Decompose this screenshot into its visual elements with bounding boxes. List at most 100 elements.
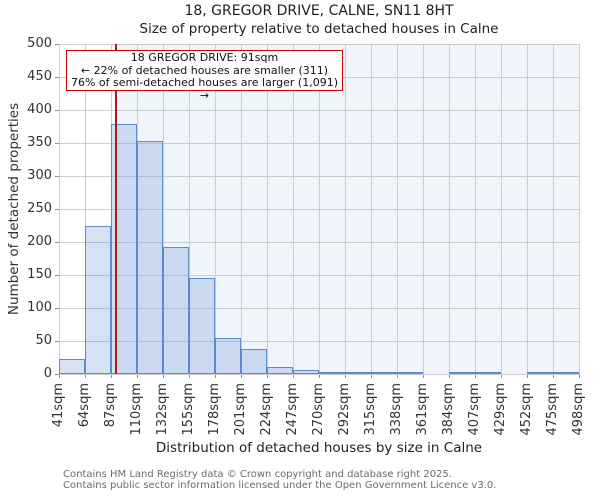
x-tick-label: 384sqm	[441, 383, 456, 436]
footer-attribution-1: Contains HM Land Registry data © Crown c…	[63, 469, 452, 480]
x-tick-label: 429sqm	[493, 383, 508, 436]
y-tick-label: 450	[27, 69, 52, 84]
y-tick-label: 50	[35, 333, 52, 348]
grid-line-vertical	[448, 44, 450, 374]
y-tick-mark	[54, 43, 59, 45]
histogram-bar	[345, 372, 371, 374]
x-tick-label: 452sqm	[519, 383, 534, 436]
x-tick-label: 155sqm	[181, 383, 196, 436]
grid-line-vertical	[552, 44, 554, 374]
x-tick-label: 224sqm	[259, 383, 274, 436]
x-tick-mark	[292, 374, 294, 378]
grid-line-vertical	[526, 44, 528, 374]
y-tick-label: 500	[27, 36, 52, 51]
x-tick-mark	[240, 374, 242, 378]
x-axis-label: Distribution of detached houses by size …	[155, 440, 483, 456]
histogram-bar	[267, 367, 293, 374]
footer-attribution-2: Contains public sector information licen…	[63, 479, 497, 491]
x-tick-mark	[136, 374, 138, 378]
annotation-line-1: 18 GREGOR DRIVE: 91sqm	[130, 51, 279, 64]
y-tick-mark	[54, 373, 59, 375]
x-tick-mark	[448, 374, 450, 378]
x-tick-mark	[396, 374, 398, 378]
grid-line-horizontal	[59, 373, 579, 375]
x-tick-mark	[474, 374, 476, 378]
plot-area: 18 GREGOR DRIVE: 91sqm ← 22% of detached…	[58, 43, 580, 375]
histogram-bar	[293, 370, 319, 374]
y-tick-mark	[54, 208, 59, 210]
grid-line-vertical	[266, 44, 268, 374]
histogram-bar	[449, 372, 475, 374]
x-tick-mark	[344, 374, 346, 378]
grid-line-vertical	[188, 44, 190, 374]
property-size-marker-line	[115, 44, 117, 374]
y-tick-label: 150	[27, 267, 52, 282]
grid-line-vertical	[474, 44, 476, 374]
y-tick-mark	[54, 307, 59, 309]
x-tick-label: 247sqm	[285, 383, 300, 436]
y-tick-label: 200	[27, 234, 52, 249]
annotation-line-3: 76% of semi-detached houses are larger (…	[70, 76, 338, 102]
x-tick-mark	[318, 374, 320, 378]
annotation-box: 18 GREGOR DRIVE: 91sqm ← 22% of detached…	[66, 50, 343, 102]
y-tick-label: 300	[27, 168, 52, 183]
x-tick-mark	[578, 374, 580, 378]
histogram-bar	[215, 338, 241, 374]
y-tick-mark	[54, 241, 59, 243]
x-tick-mark	[58, 374, 60, 378]
grid-line-vertical	[370, 44, 372, 374]
x-tick-mark	[370, 374, 372, 378]
x-tick-label: 407sqm	[467, 383, 482, 436]
x-tick-label: 338sqm	[389, 383, 404, 436]
grid-line-vertical	[500, 44, 502, 374]
histogram-bar	[319, 372, 345, 374]
x-tick-mark	[266, 374, 268, 378]
x-tick-mark	[84, 374, 86, 378]
y-tick-label: 250	[27, 201, 52, 216]
y-tick-mark	[54, 340, 59, 342]
x-tick-label: 292sqm	[337, 383, 352, 436]
x-tick-mark	[110, 374, 112, 378]
x-tick-mark	[162, 374, 164, 378]
grid-line-vertical	[240, 44, 242, 374]
histogram-bar	[163, 247, 189, 374]
x-tick-label: 41sqm	[51, 383, 66, 428]
histogram-bar	[371, 372, 397, 374]
chart-subtitle: Size of property relative to detached ho…	[139, 21, 499, 37]
x-tick-mark	[526, 374, 528, 378]
grid-line-vertical	[84, 44, 86, 374]
grid-line-vertical	[162, 44, 164, 374]
annotation-line-2: ← 22% of detached houses are smaller (31…	[80, 63, 329, 77]
x-tick-label: 201sqm	[233, 383, 248, 436]
histogram-bar	[189, 278, 215, 374]
x-tick-mark	[188, 374, 190, 378]
grid-line-vertical	[344, 44, 346, 374]
x-tick-label: 178sqm	[207, 383, 222, 436]
x-tick-label: 132sqm	[155, 383, 170, 436]
y-tick-mark	[54, 175, 59, 177]
y-tick-label: 400	[27, 102, 52, 117]
y-tick-mark	[54, 274, 59, 276]
histogram-bar	[137, 141, 163, 374]
x-tick-mark	[500, 374, 502, 378]
y-tick-label: 0	[43, 366, 52, 381]
histogram-bar	[241, 348, 267, 374]
x-tick-mark	[214, 374, 216, 378]
x-tick-label: 87sqm	[103, 383, 118, 428]
histogram-bar	[475, 372, 501, 374]
y-tick-mark	[54, 109, 59, 111]
y-tick-label: 350	[27, 135, 52, 150]
histogram-bar	[553, 372, 579, 374]
histogram-bar	[527, 372, 553, 374]
grid-line-vertical	[396, 44, 398, 374]
y-axis-label: Number of detached properties	[6, 102, 22, 316]
y-tick-mark	[54, 76, 59, 78]
grid-line-vertical	[578, 44, 580, 374]
y-tick-label: 100	[27, 300, 52, 315]
histogram-bar	[59, 358, 85, 374]
x-tick-label: 498sqm	[571, 383, 586, 436]
histogram-bar	[85, 226, 111, 374]
x-tick-label: 315sqm	[363, 383, 378, 436]
x-tick-mark	[422, 374, 424, 378]
